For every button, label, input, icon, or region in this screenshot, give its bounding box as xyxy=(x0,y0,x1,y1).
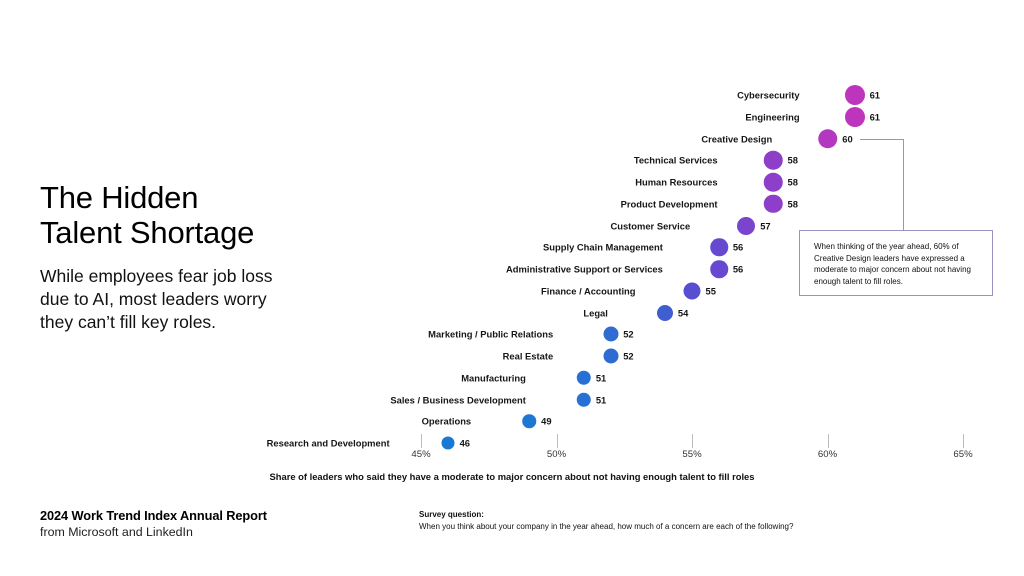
x-axis-tick-label: 55% xyxy=(682,449,702,460)
chart-row-value: 55 xyxy=(705,285,716,297)
chart-row-value: 52 xyxy=(623,328,634,340)
report-source: from Microsoft and LinkedIn xyxy=(40,525,193,539)
chart-row: Engineering 61 xyxy=(745,106,885,127)
chart-row-label: Creative Design xyxy=(701,133,773,144)
callout-leader-line-horizontal xyxy=(860,138,903,140)
chart-row-label: Marketing / Public Relations xyxy=(428,328,554,340)
callout-text: When thinking of the year ahead, 60% of … xyxy=(814,242,971,286)
callout-leader-line-vertical xyxy=(903,138,904,230)
chart-row-value: 56 xyxy=(732,241,744,253)
x-axis-tick-mark xyxy=(556,434,558,448)
chart-dot xyxy=(844,85,865,105)
chart-row-label: Research and Development xyxy=(266,437,390,449)
chart-row-value: 51 xyxy=(595,394,607,405)
report-title: 2024 Work Trend Index Annual Report xyxy=(40,508,267,523)
chart-dot xyxy=(683,282,701,300)
chart-row-value: 49 xyxy=(541,415,552,427)
headline-block: The Hidden Talent Shortage While employe… xyxy=(40,180,340,334)
chart-dot xyxy=(603,348,619,364)
chart-row-value: 60 xyxy=(842,133,853,144)
chart-row-label: Legal xyxy=(583,307,608,318)
chart-row: Operations 49 xyxy=(422,411,559,431)
callout-box: When thinking of the year ahead, 60% of … xyxy=(799,230,993,296)
chart-row-label: Product Development xyxy=(620,198,718,210)
x-axis-tick-mark xyxy=(421,434,422,448)
chart-row-label: Engineering xyxy=(745,111,800,123)
page-subtitle: While employees fear job loss due to AI,… xyxy=(40,265,273,333)
chart-row-value: 58 xyxy=(787,198,798,210)
chart-row-label: Cybersecurity xyxy=(737,89,800,101)
survey-question-block: Survey question: When you think about yo… xyxy=(419,510,979,531)
chart-dot xyxy=(441,436,455,450)
chart-dot xyxy=(522,414,537,428)
chart-dot xyxy=(764,194,783,213)
chart-row-value: 51 xyxy=(595,372,607,384)
x-axis-tick-label: 60% xyxy=(817,449,838,460)
survey-question-text: When you think about your company in the… xyxy=(419,521,794,531)
chart-row: Cybersecurity 61 xyxy=(737,85,885,105)
chart-row-label: Finance / Accounting xyxy=(541,285,636,297)
chart-row: Product Development 58 xyxy=(621,194,803,214)
chart-row: Finance / Accounting 55 xyxy=(541,281,722,301)
chart-dot xyxy=(710,260,728,278)
chart-dot xyxy=(764,151,783,170)
survey-question-label: Survey question: xyxy=(419,510,484,519)
chart-dot xyxy=(576,370,591,385)
chart-row-value: 58 xyxy=(787,176,798,188)
chart-row-label: Customer Service xyxy=(610,220,691,231)
chart-row-value: 58 xyxy=(787,154,798,166)
chart-row-label: Sales / Business Development xyxy=(390,394,526,405)
chart-dot xyxy=(576,392,591,407)
chart-row-label: Technical Services xyxy=(633,154,718,166)
x-axis-tick-mark xyxy=(827,434,829,448)
chart-row-value: 61 xyxy=(869,111,881,123)
report-footer: 2024 Work Trend Index Annual Report from… xyxy=(40,508,370,539)
chart-row: Customer Service 57 xyxy=(610,216,776,236)
chart-dot xyxy=(817,128,838,149)
chart-row: Technical Services 58 xyxy=(634,150,803,170)
chart-row: Research and Development 46 xyxy=(267,433,478,453)
chart-row: Manufacturing 51 xyxy=(461,368,614,388)
chart-row: Legal 54 xyxy=(583,303,695,323)
chart-row-label: Supply Chain Management xyxy=(543,241,663,253)
chart-row: Supply Chain Management 56 xyxy=(543,237,749,257)
chart-row: Marketing / Public Relations 52 xyxy=(428,324,641,344)
x-axis-tick-label: 45% xyxy=(411,449,431,460)
chart-row-label: Real Estate xyxy=(502,350,554,362)
chart-dot xyxy=(764,172,783,192)
chart-dot xyxy=(737,216,756,235)
page-title: The Hidden Talent Shortage xyxy=(40,180,255,251)
chart-dot xyxy=(656,304,673,321)
chart-dot xyxy=(710,238,728,256)
x-axis-title: Share of leaders who said they have a mo… xyxy=(269,471,755,482)
x-axis-tick-label: 65% xyxy=(953,449,973,460)
chart-row-value: 54 xyxy=(677,307,689,318)
chart-row-value: 57 xyxy=(760,220,771,231)
chart-row-label: Human Resources xyxy=(635,176,718,188)
chart-row: Sales / Business Development 51 xyxy=(390,390,614,410)
chart-row-value: 46 xyxy=(459,437,471,449)
chart-row-label: Operations xyxy=(421,415,472,427)
chart-dot xyxy=(844,106,865,127)
chart-row: Creative Design 60 xyxy=(701,128,858,149)
chart-row: Real Estate 52 xyxy=(503,346,641,366)
chart-dot xyxy=(603,326,619,342)
chart-row-label: Administrative Support or Services xyxy=(506,263,663,275)
chart-row-value: 61 xyxy=(869,89,881,101)
chart-row: Administrative Support or Services 56 xyxy=(506,259,749,279)
x-axis-tick-label: 50% xyxy=(546,449,567,460)
chart-row-value: 56 xyxy=(732,263,744,275)
x-axis-tick-mark xyxy=(963,434,964,448)
chart-row: Human Resources 58 xyxy=(635,172,803,192)
x-axis-tick-mark xyxy=(692,434,693,448)
chart-row-value: 52 xyxy=(623,350,634,362)
chart-row-label: Manufacturing xyxy=(461,372,526,384)
